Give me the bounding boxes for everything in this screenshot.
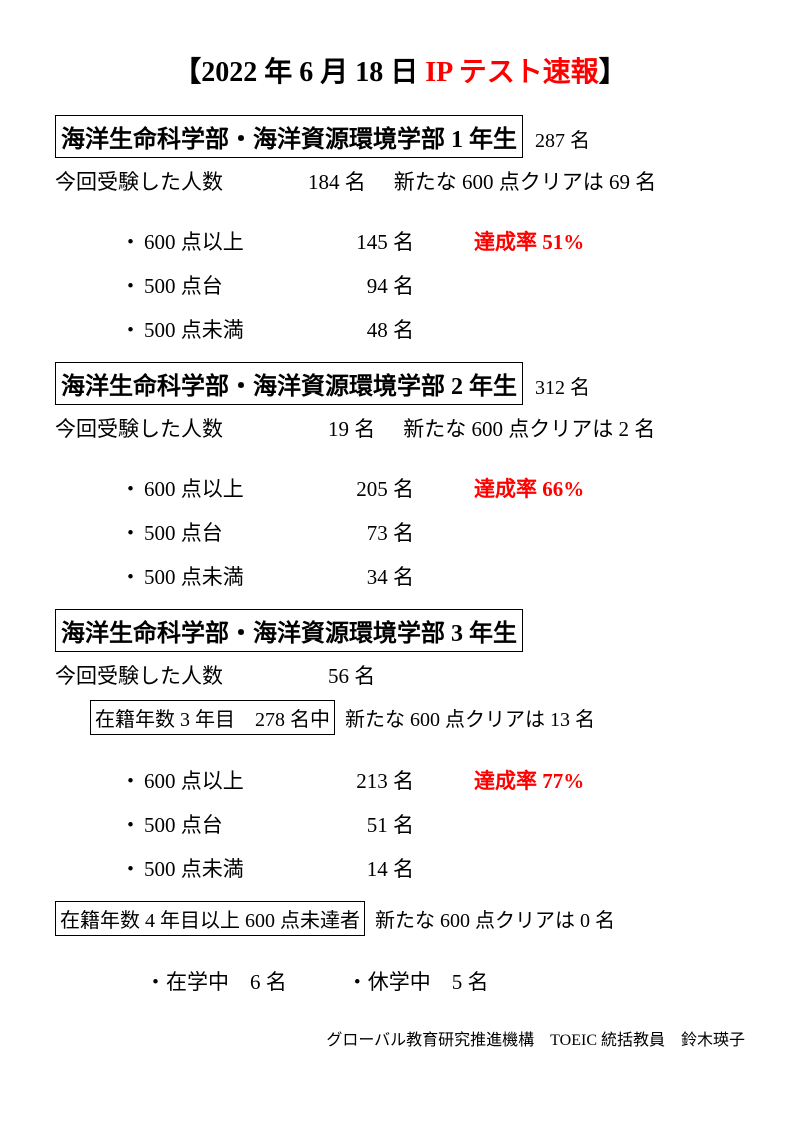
score-label: 600 点以上 bbox=[144, 765, 314, 795]
enrolled-box: 在籍年数 4 年目以上 600 点未達者 bbox=[55, 901, 365, 936]
score-row: ・ 500 点未満 14 名 bbox=[120, 853, 745, 883]
score-label: 500 点未満 bbox=[144, 314, 314, 344]
score-label: 500 点未満 bbox=[144, 561, 314, 591]
bullet-icon: ・ bbox=[120, 270, 141, 300]
title-prefix: 【2022 年 6 月 18 日 bbox=[173, 57, 425, 88]
score-row: ・ 500 点台 94 名 bbox=[120, 270, 745, 300]
score-list: ・ 600 点以上 213 名 達成率 77% ・ 500 点台 51 名 ・ … bbox=[120, 765, 745, 883]
tested-label: 今回受験した人数 bbox=[55, 660, 223, 690]
section-header-row: 海洋生命科学部・海洋資源環境学部 3 年生 bbox=[55, 609, 745, 652]
score-row: ・ 500 点未満 34 名 bbox=[120, 561, 745, 591]
page-title: 【2022 年 6 月 18 日 IP テスト速報】 bbox=[55, 50, 745, 90]
status-label: 在学中 bbox=[166, 970, 229, 994]
tested-line: 今回受験した人数 19 名 新たな 600 点クリアは 2 名 bbox=[55, 413, 745, 443]
score-value: 94 名 bbox=[314, 270, 414, 300]
score-value: 51 名 bbox=[314, 809, 414, 839]
score-label: 500 点未満 bbox=[144, 853, 314, 883]
tested-line: 今回受験した人数 56 名 bbox=[55, 660, 745, 690]
achievement-rate: 達成率 66% bbox=[474, 473, 584, 503]
section-header: 海洋生命科学部・海洋資源環境学部 3 年生 bbox=[55, 609, 523, 652]
achievement-rate: 達成率 77% bbox=[474, 765, 584, 795]
bullet-icon: ・ bbox=[120, 517, 141, 547]
score-value: 48 名 bbox=[314, 314, 414, 344]
tested-label: 今回受験した人数 bbox=[55, 166, 223, 196]
new-clear: 新たな 600 点クリアは 69 名 bbox=[394, 166, 657, 196]
score-list: ・ 600 点以上 145 名 達成率 51% ・ 500 点台 94 名 ・ … bbox=[120, 226, 745, 344]
enrolled-box: 在籍年数 3 年目 278 名中 bbox=[90, 700, 335, 735]
section-header: 海洋生命科学部・海洋資源環境学部 1 年生 bbox=[55, 115, 523, 158]
bullet-icon: ・ bbox=[120, 809, 141, 839]
status-value: 6 名 bbox=[250, 970, 287, 994]
status-value: 5 名 bbox=[452, 970, 489, 994]
status-row: ・在学中 6 名 ・休学中 5 名 bbox=[145, 966, 745, 996]
section-header: 海洋生命科学部・海洋資源環境学部 2 年生 bbox=[55, 362, 523, 405]
score-label: 600 点以上 bbox=[144, 473, 314, 503]
tested-count: 19 名 bbox=[328, 413, 375, 443]
score-value: 213 名 bbox=[314, 765, 414, 795]
bullet-icon: ・ bbox=[120, 226, 141, 256]
enrolled-row: 在籍年数 3 年目 278 名中 新たな 600 点クリアは 13 名 bbox=[90, 700, 745, 735]
enrolled-row-4year: 在籍年数 4 年目以上 600 点未達者 新たな 600 点クリアは 0 名 bbox=[55, 901, 745, 936]
score-value: 145 名 bbox=[314, 226, 414, 256]
title-highlight: IP テスト速報 bbox=[425, 57, 598, 88]
tested-count: 56 名 bbox=[328, 660, 375, 690]
score-row: ・ 500 点台 73 名 bbox=[120, 517, 745, 547]
score-label: 600 点以上 bbox=[144, 226, 314, 256]
tested-line: 今回受験した人数 184 名 新たな 600 点クリアは 69 名 bbox=[55, 166, 745, 196]
score-row: ・ 600 点以上 213 名 達成率 77% bbox=[120, 765, 745, 795]
new-clear: 新たな 600 点クリアは 0 名 bbox=[375, 904, 615, 933]
bullet-icon: ・ bbox=[120, 473, 141, 503]
status-item: ・休学中 5 名 bbox=[347, 966, 489, 996]
score-value: 14 名 bbox=[314, 853, 414, 883]
bullet-icon: ・ bbox=[120, 314, 141, 344]
score-row: ・ 500 点台 51 名 bbox=[120, 809, 745, 839]
score-value: 205 名 bbox=[314, 473, 414, 503]
section-header-row: 海洋生命科学部・海洋資源環境学部 1 年生 287 名 bbox=[55, 115, 745, 158]
tested-label: 今回受験した人数 bbox=[55, 413, 223, 443]
new-clear: 新たな 600 点クリアは 2 名 bbox=[403, 413, 655, 443]
section-total: 287 名 bbox=[535, 124, 590, 153]
footer-credit: グローバル教育研究推進機構 TOEIC 統括教員 鈴木瑛子 bbox=[55, 1026, 745, 1050]
section-total: 312 名 bbox=[535, 371, 590, 400]
score-row: ・ 500 点未満 48 名 bbox=[120, 314, 745, 344]
score-label: 500 点台 bbox=[144, 270, 314, 300]
score-value: 34 名 bbox=[314, 561, 414, 591]
section-year2: 海洋生命科学部・海洋資源環境学部 2 年生 312 名 今回受験した人数 19 … bbox=[55, 362, 745, 591]
section-year1: 海洋生命科学部・海洋資源環境学部 1 年生 287 名 今回受験した人数 184… bbox=[55, 115, 745, 344]
bullet-icon: ・ bbox=[120, 561, 141, 591]
score-label: 500 点台 bbox=[144, 809, 314, 839]
status-item: ・在学中 6 名 bbox=[145, 966, 287, 996]
section-header-row: 海洋生命科学部・海洋資源環境学部 2 年生 312 名 bbox=[55, 362, 745, 405]
new-clear: 新たな 600 点クリアは 13 名 bbox=[345, 703, 595, 732]
score-row: ・ 600 点以上 145 名 達成率 51% bbox=[120, 226, 745, 256]
score-list: ・ 600 点以上 205 名 達成率 66% ・ 500 点台 73 名 ・ … bbox=[120, 473, 745, 591]
status-label: 休学中 bbox=[368, 970, 431, 994]
title-suffix: 】 bbox=[599, 57, 627, 88]
score-row: ・ 600 点以上 205 名 達成率 66% bbox=[120, 473, 745, 503]
bullet-icon: ・ bbox=[120, 853, 141, 883]
tested-count: 184 名 bbox=[308, 166, 366, 196]
score-value: 73 名 bbox=[314, 517, 414, 547]
bullet-icon: ・ bbox=[120, 765, 141, 795]
section-year3: 海洋生命科学部・海洋資源環境学部 3 年生 今回受験した人数 56 名 在籍年数… bbox=[55, 609, 745, 996]
achievement-rate: 達成率 51% bbox=[474, 226, 584, 256]
score-label: 500 点台 bbox=[144, 517, 314, 547]
